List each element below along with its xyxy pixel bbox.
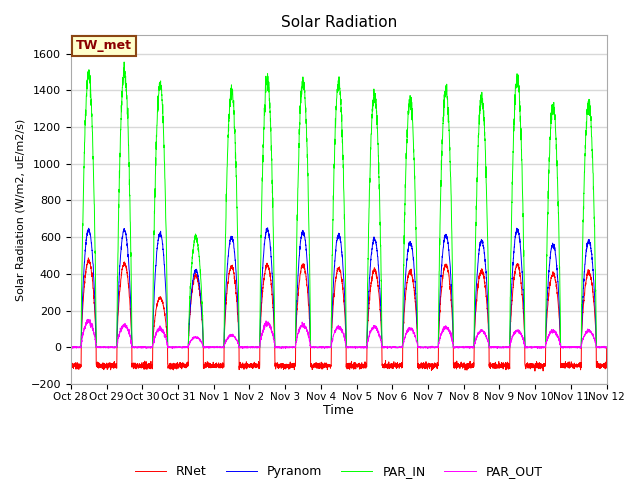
RNet bbox=[602, 362, 610, 368]
Y-axis label: Solar Radiation (W/m2, uE/m2/s): Solar Radiation (W/m2, uE/m2/s) bbox=[15, 119, 25, 301]
Pyranom bbox=[602, 345, 610, 350]
PAR_OUT bbox=[490, 345, 497, 351]
RNet bbox=[429, 362, 437, 368]
PAR_IN bbox=[602, 345, 610, 350]
Pyranom bbox=[603, 345, 611, 350]
Pyranom bbox=[163, 320, 171, 326]
RNet bbox=[459, 362, 467, 368]
PAR_IN bbox=[429, 345, 437, 350]
PAR_IN bbox=[67, 345, 75, 350]
Text: TW_met: TW_met bbox=[76, 39, 132, 52]
PAR_OUT bbox=[429, 345, 437, 350]
RNet bbox=[67, 364, 75, 370]
PAR_OUT bbox=[163, 340, 171, 346]
Pyranom bbox=[429, 345, 437, 350]
RNet bbox=[531, 368, 539, 374]
X-axis label: Time: Time bbox=[323, 405, 354, 418]
Legend: RNet, Pyranom, PAR_IN, PAR_OUT: RNet, Pyranom, PAR_IN, PAR_OUT bbox=[130, 460, 547, 480]
Pyranom bbox=[459, 345, 467, 350]
PAR_IN bbox=[459, 345, 467, 350]
PAR_IN bbox=[120, 59, 128, 65]
Pyranom bbox=[264, 225, 271, 231]
Title: Solar Radiation: Solar Radiation bbox=[280, 15, 397, 30]
PAR_OUT bbox=[84, 316, 92, 322]
Pyranom bbox=[67, 345, 75, 350]
PAR_OUT bbox=[319, 344, 326, 350]
RNet bbox=[163, 336, 171, 342]
Pyranom bbox=[489, 345, 497, 350]
Pyranom bbox=[319, 345, 326, 350]
RNet bbox=[489, 365, 497, 371]
PAR_IN bbox=[163, 300, 171, 306]
Line: RNet: RNet bbox=[71, 258, 607, 371]
RNet bbox=[84, 255, 92, 261]
PAR_OUT bbox=[67, 345, 75, 350]
Line: PAR_IN: PAR_IN bbox=[71, 62, 607, 348]
PAR_OUT bbox=[602, 344, 610, 350]
Line: Pyranom: Pyranom bbox=[71, 228, 607, 348]
PAR_IN bbox=[489, 345, 497, 350]
PAR_OUT bbox=[68, 346, 76, 352]
Line: PAR_OUT: PAR_OUT bbox=[71, 319, 607, 349]
PAR_IN bbox=[319, 345, 326, 350]
PAR_IN bbox=[603, 345, 611, 350]
PAR_OUT bbox=[603, 345, 611, 350]
PAR_OUT bbox=[459, 345, 467, 350]
RNet bbox=[603, 345, 611, 350]
RNet bbox=[319, 366, 326, 372]
